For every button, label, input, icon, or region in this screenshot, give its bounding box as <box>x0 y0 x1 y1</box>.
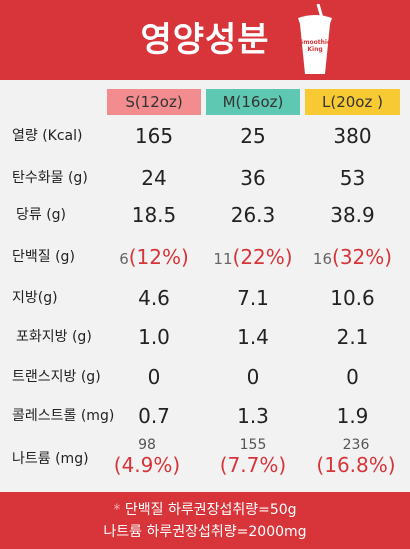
value-large: 236 (16.8%) <box>306 437 406 477</box>
value-medium: 7.1 <box>237 286 269 310</box>
value-small: 1.0 <box>138 325 170 349</box>
row-label: 당류 (g) <box>16 207 67 223</box>
nutrition-row-sugar: 당류 (g) 18.5 26.3 38.9 <box>0 195 410 235</box>
footer-line-protein: * 단백질 하루권장섭취량=50g <box>0 499 410 519</box>
nutrition-row-calories: 열량 (Kcal) 165 25 380 <box>0 116 410 156</box>
value-small: 6(12%) <box>119 245 189 269</box>
protein-daily-note: 단백질 하루권장섭취량=50g <box>124 502 297 518</box>
sodium-percent: (16.8%) <box>316 453 396 477</box>
value-medium: 0 <box>246 365 260 389</box>
value-large: 16(32%) <box>312 245 393 269</box>
protein-grams: 6 <box>119 250 129 268</box>
value-large: 0 <box>346 365 359 389</box>
value-large: 2.1 <box>336 325 369 349</box>
sodium-mg: 155 <box>239 437 267 453</box>
protein-percent: 22% <box>240 245 285 269</box>
protein-grams: 11 <box>213 250 233 268</box>
value-large: 38.9 <box>330 203 375 227</box>
nutrition-row-protein: 단백질 (g) 6(12%) 11(22%) 16(32%) <box>0 237 410 277</box>
footnote-star: * <box>113 502 121 518</box>
nutrition-row-carbs: 탄수화물 (g) 24 36 53 <box>0 158 410 198</box>
nutrition-row-saturated-fat: 포화지방 (g) 1.0 1.4 2.1 <box>0 317 410 357</box>
page-title: 영양성분 <box>140 20 270 60</box>
nutrition-row-fat: 지방(g) 4.6 7.1 10.6 <box>0 278 410 318</box>
size-tag-large: L(20oz ) <box>305 89 400 115</box>
cup-logo-text: Smoothie <box>299 39 331 46</box>
size-tag-small: S(12oz) <box>107 89 201 115</box>
value-medium: 155 (7.7%) <box>203 437 303 477</box>
row-label: 지방(g) <box>12 290 58 306</box>
cup-logo-text-2: King <box>307 46 322 53</box>
row-label: 포화지방 (g) <box>16 329 92 345</box>
value-medium: 1.3 <box>237 404 269 428</box>
nutrition-panel <box>0 80 410 492</box>
value-small: 0.7 <box>138 404 170 428</box>
sodium-mg: 98 <box>138 437 156 453</box>
sodium-percent: (4.9%) <box>113 453 181 477</box>
protein-percent: 12% <box>136 245 181 269</box>
value-large: 1.9 <box>336 404 369 428</box>
value-medium: 36 <box>240 166 266 190</box>
value-medium: 1.4 <box>237 325 269 349</box>
header-banner: 영양성분 Smoothie King <box>0 0 410 80</box>
value-medium: 26.3 <box>230 203 276 227</box>
value-medium: 11(22%) <box>213 245 293 269</box>
footer-note: * 단백질 하루권장섭취량=50g 나트륨 하루권장섭취량=2000mg <box>0 492 410 549</box>
row-label: 콜레스트롤 (mg) <box>12 408 115 424</box>
row-label: 단백질 (g) <box>12 249 75 265</box>
value-large: 10.6 <box>330 286 375 310</box>
value-small: 18.5 <box>131 203 177 227</box>
row-label: 나트륨 (mg) <box>12 451 89 467</box>
value-large: 53 <box>339 166 366 190</box>
row-label: 탄수화물 (g) <box>12 170 88 186</box>
size-tag-medium: M(16oz) <box>206 89 300 115</box>
nutrition-row-cholesterol: 콜레스트롤 (mg) 0.7 1.3 1.9 <box>0 396 410 436</box>
protein-grams: 16 <box>312 250 332 268</box>
value-small: 4.6 <box>138 286 170 310</box>
value-medium: 25 <box>240 124 266 148</box>
value-small: 165 <box>134 124 174 148</box>
value-small: 98 (4.9%) <box>97 437 197 477</box>
row-label: 트랜스지방 (g) <box>12 369 101 385</box>
value-small: 24 <box>141 166 167 190</box>
row-label: 열량 (Kcal) <box>12 128 83 144</box>
sodium-mg: 236 <box>342 437 370 453</box>
sodium-daily-note: 나트륨 하루권장섭취량=2000mg <box>103 524 307 540</box>
nutrition-row-sodium: 나트륨 (mg) 98 (4.9%) 155 (7.7%) 236 (16.8%… <box>0 437 410 485</box>
smoothie-cup-icon: Smoothie King <box>298 4 332 74</box>
protein-percent: 32% <box>339 245 385 269</box>
sodium-percent: (7.7%) <box>219 453 287 477</box>
nutrition-row-trans-fat: 트랜스지방 (g) 0 0 0 <box>0 357 410 397</box>
value-large: 380 <box>333 124 372 148</box>
value-small: 0 <box>147 365 161 389</box>
